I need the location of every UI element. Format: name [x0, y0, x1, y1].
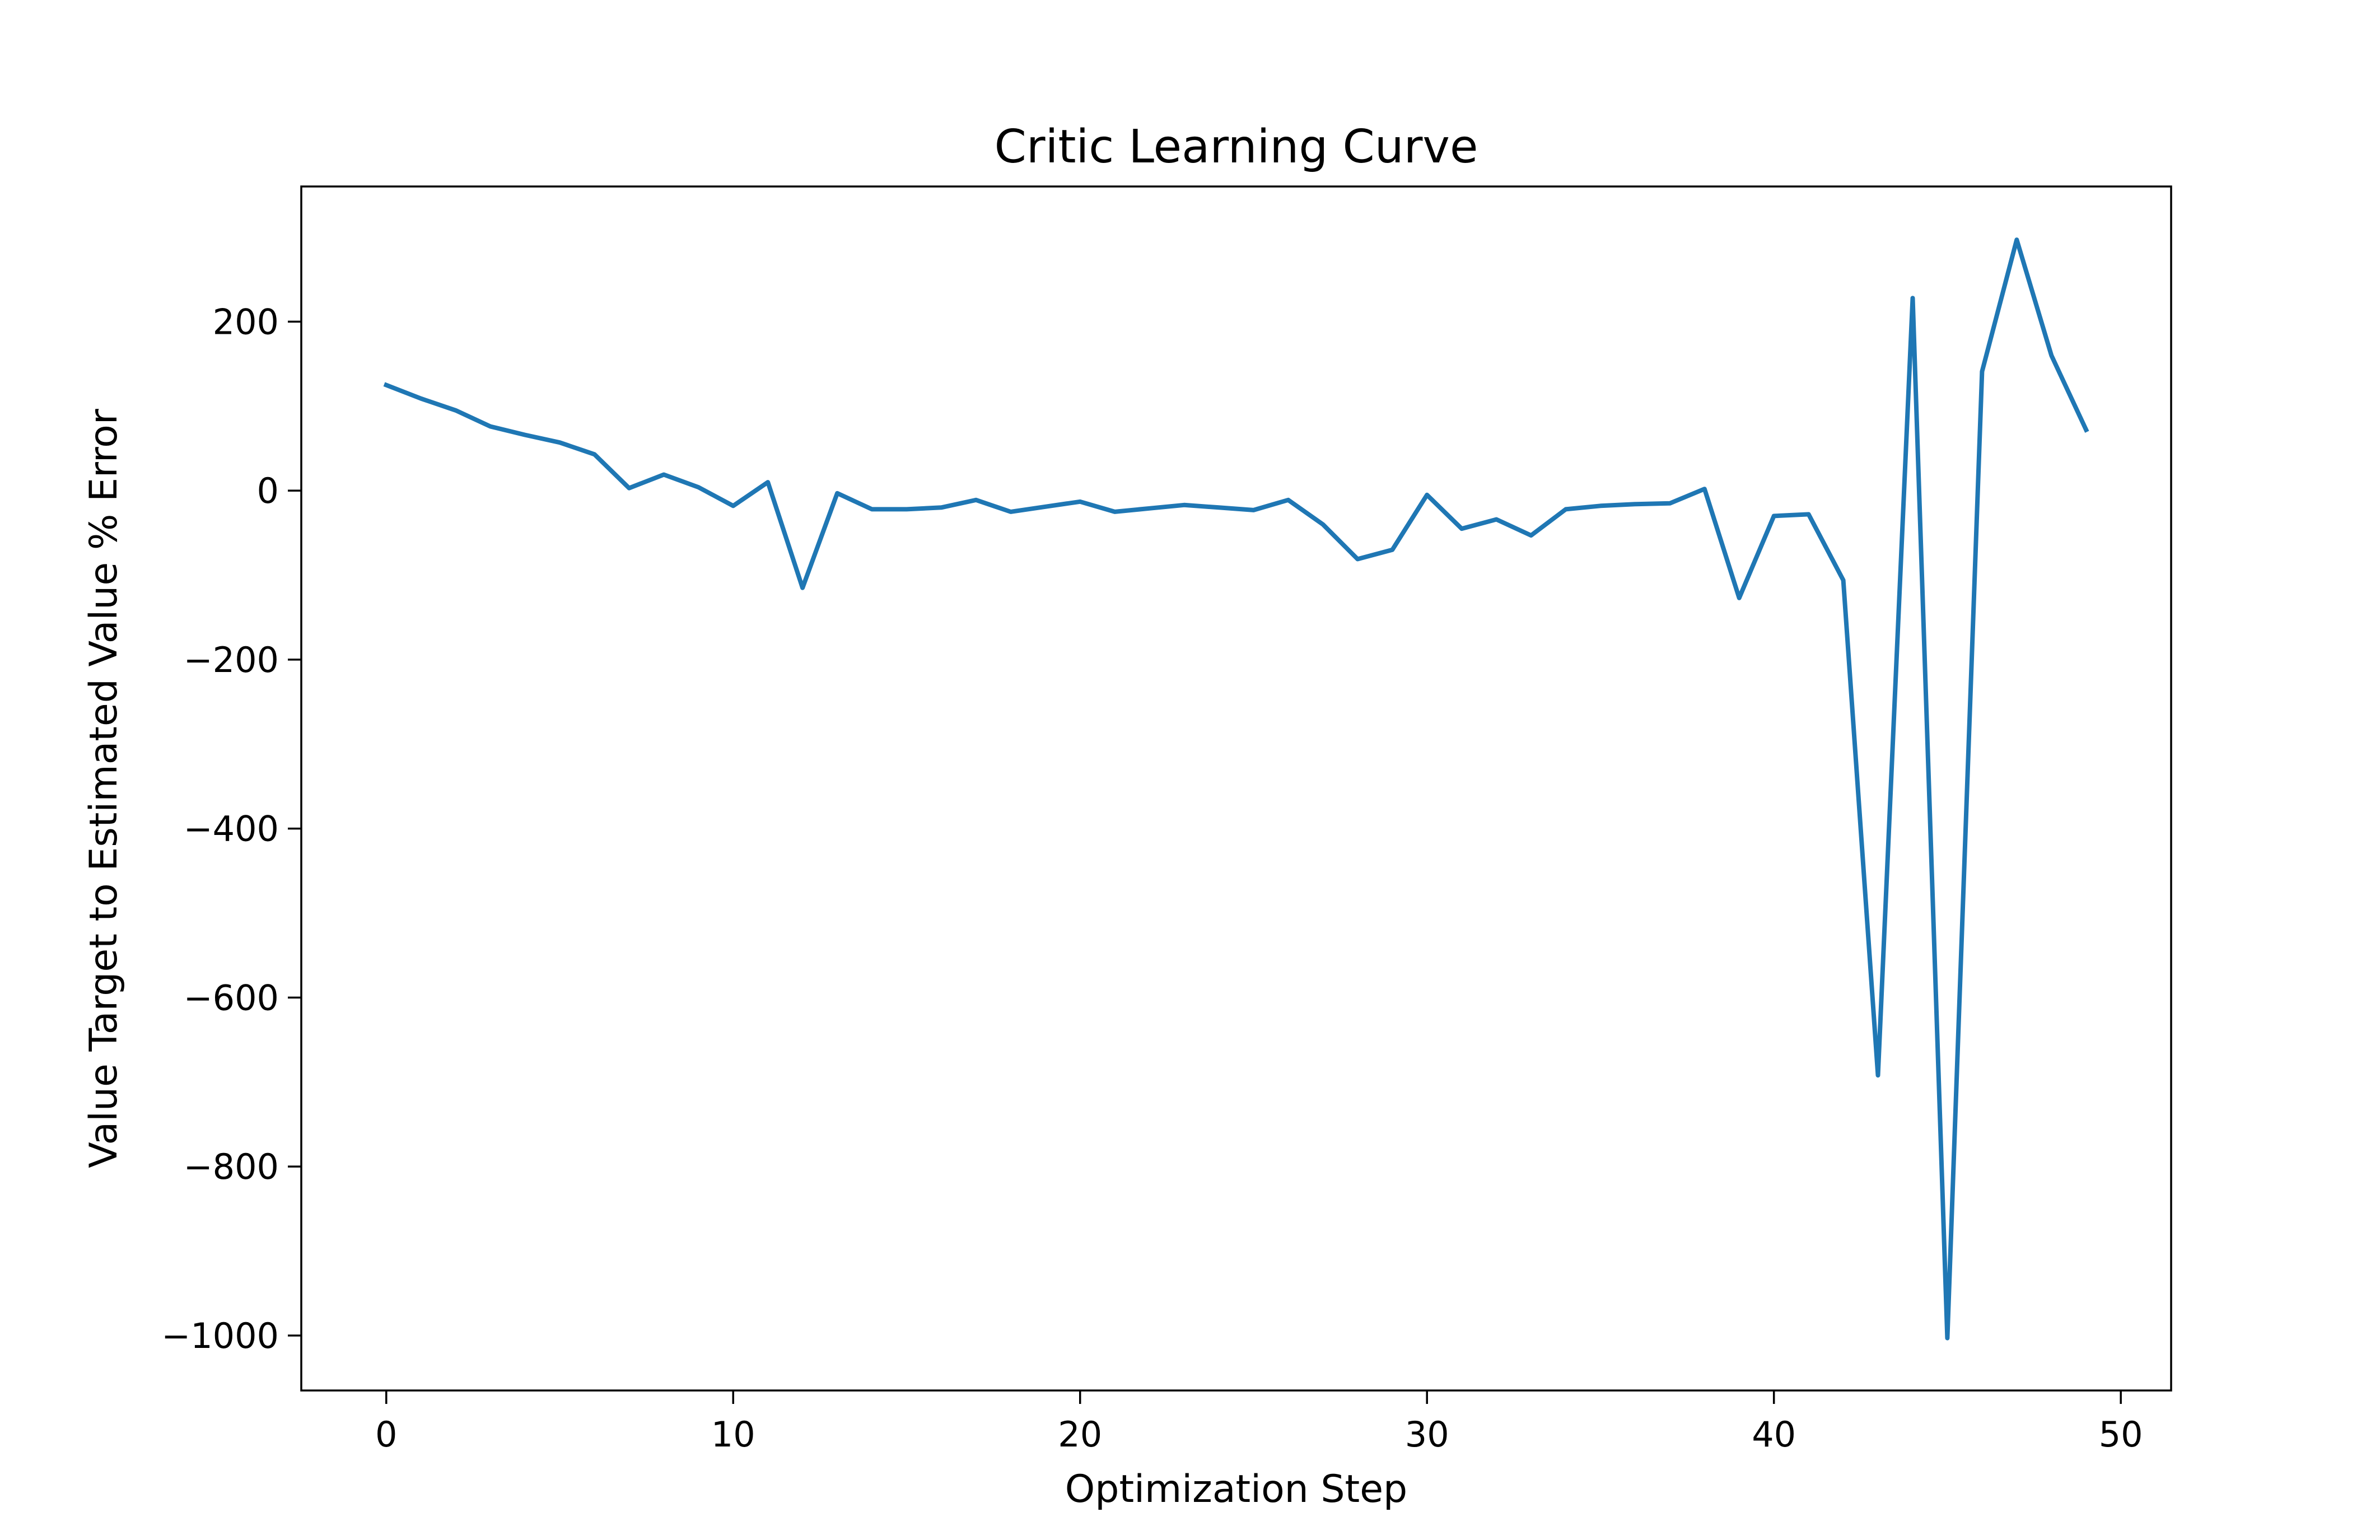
data-point [419, 396, 423, 401]
data-point [1147, 506, 1152, 511]
data-point [1425, 493, 1429, 497]
x-axis: 0 10 20 30 40 50 [375, 1390, 2143, 1455]
data-point [1459, 526, 1464, 531]
data-point [1182, 503, 1187, 507]
data-point [1286, 498, 1290, 502]
y-tick-label: −400 [184, 809, 279, 850]
data-point [1702, 487, 1707, 491]
x-tick-label: 50 [2099, 1414, 2143, 1455]
x-tick-label: 0 [375, 1414, 397, 1455]
data-point [904, 507, 909, 511]
x-tick-label: 10 [711, 1414, 755, 1455]
data-point [1807, 512, 1811, 516]
x-tick-label: 20 [1058, 1414, 1102, 1455]
data-point [1598, 503, 1603, 508]
y-tick-label: −1000 [161, 1315, 279, 1356]
data-point [1217, 505, 1221, 510]
data-point [1876, 1073, 1880, 1077]
data-point [2049, 353, 2054, 358]
x-tick-label: 40 [1752, 1414, 1796, 1455]
data-point [1772, 514, 1776, 518]
data-point [2084, 428, 2088, 432]
y-axis: 200 0 −200 −400 −600 −800 −1000 [161, 301, 301, 1356]
data-point [870, 507, 874, 511]
data-point [384, 383, 389, 388]
series-layer [383, 237, 2089, 1341]
x-axis-label: Optimization Step [1065, 1467, 1407, 1511]
y-tick-label: −200 [184, 640, 279, 680]
data-point [766, 480, 770, 484]
data-point [1945, 1336, 1949, 1340]
y-tick-label: 0 [257, 470, 279, 511]
y-tick-label: −800 [184, 1146, 279, 1187]
y-tick-label: −600 [184, 977, 279, 1018]
data-point [1494, 517, 1499, 521]
data-point [974, 498, 978, 502]
x-tick-label: 30 [1405, 1414, 1449, 1455]
data-point [2014, 237, 2019, 242]
data-point [731, 503, 735, 508]
data-point [1910, 296, 1915, 300]
y-tick-label: 200 [213, 301, 279, 342]
chart-title: Critic Learning Curve [995, 120, 1478, 174]
data-point [488, 424, 493, 428]
data-point [800, 586, 805, 590]
data-point [661, 472, 666, 477]
data-point [592, 452, 596, 456]
data-point [1841, 578, 1846, 582]
data-point [1564, 507, 1568, 511]
data-point [835, 491, 839, 496]
data-point [1737, 596, 1742, 600]
data-point [696, 485, 701, 489]
data-point [1113, 510, 1117, 514]
data-point [1633, 502, 1637, 506]
data-point [1251, 508, 1256, 512]
data-point [1390, 548, 1394, 552]
data-point [1529, 533, 1533, 538]
data-point [939, 505, 944, 510]
data-point [627, 486, 631, 491]
data-point [523, 433, 528, 437]
y-axis-label: Value Target to Estimated Value % Error [82, 409, 126, 1168]
data-point [558, 440, 562, 445]
plot-area [300, 185, 2172, 1392]
data-point [1009, 510, 1013, 514]
data-point [1043, 505, 1048, 509]
series-line-0 [383, 237, 2089, 1341]
data-point [1980, 369, 1984, 374]
data-point [1355, 557, 1360, 561]
data-point [1078, 500, 1082, 504]
data-point [1320, 522, 1325, 527]
data-point [454, 408, 458, 413]
data-point [1668, 501, 1672, 506]
plot-border [300, 185, 2172, 1392]
